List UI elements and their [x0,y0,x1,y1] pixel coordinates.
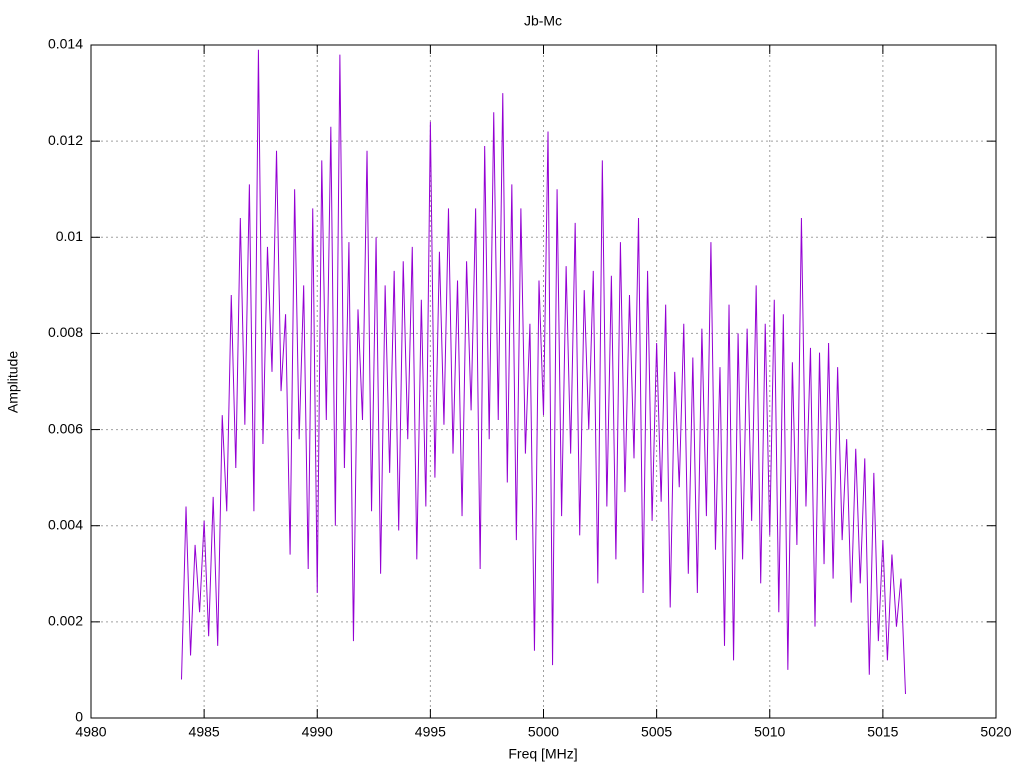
x-axis-label: Freq [MHz] [508,746,577,762]
data-line [181,49,906,694]
x-tick-label: 5015 [867,724,898,740]
x-tick-label: 5005 [641,724,672,740]
chart-title: Jb-Mc [524,13,562,29]
x-tick-label: 5000 [528,724,559,740]
plot-border [90,44,997,719]
x-tick-label: 4990 [302,724,333,740]
y-tick-label: 0.012 [48,132,83,148]
y-axis-label: Amplitude [5,351,21,413]
x-tick-label: 5010 [754,724,785,740]
y-tick-label: 0.006 [48,420,83,436]
y-tick-label: 0.008 [48,324,83,340]
y-tick-label: 0.002 [48,613,83,629]
y-tick-label: 0.004 [48,516,83,532]
x-tick-label: 4995 [415,724,446,740]
x-tick-label: 4985 [189,724,220,740]
y-tick-label: 0.014 [48,36,83,52]
x-tick-label: 4980 [75,724,106,740]
x-tick-label: 5020 [980,724,1011,740]
y-tick-label: 0 [75,709,83,725]
y-tick-label: 0.01 [56,228,83,244]
